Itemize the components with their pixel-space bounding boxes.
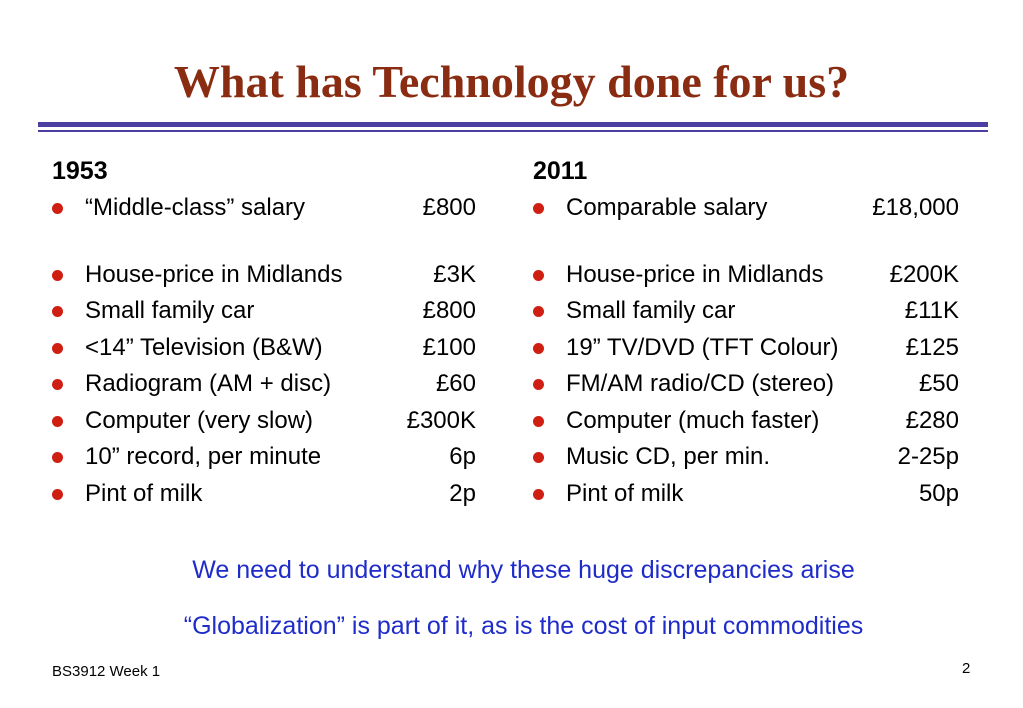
item-label: Pint of milk [566,479,684,507]
title-divider-thick [38,122,988,127]
bullet-icon [52,342,63,354]
bullet-icon [533,269,544,281]
list-item: Computer (much faster) £280 [533,403,959,440]
page-number: 2 [962,660,971,677]
item-label: Computer (much faster) [566,406,820,434]
list-item: Radiogram (AM + disc) £60 [52,366,476,403]
item-value: 2p [449,479,476,507]
bullet-icon [52,269,63,281]
summary-note: We need to understand why these huge dis… [192,556,855,584]
list-item: 19” TV/DVD (TFT Colour) £125 [533,330,959,367]
list-item: Pint of milk 2p [52,476,476,513]
item-label: Comparable salary [566,194,768,221]
bullet-icon [533,379,544,390]
item-value: 6p [449,443,476,470]
item-label: FM/AM radio/CD (stereo) [566,370,835,397]
title-divider-thin [38,130,988,132]
item-value: £280 [905,406,959,434]
list-item: Small family car £11K [533,293,959,330]
bullet-icon [533,415,544,427]
item-value: £125 [905,333,959,361]
list-item: Music CD, per min. 2-25p [533,439,959,476]
summary-note: “Globalization” is part of it, as is the… [183,612,864,640]
list-item: Comparable salary £18,000 [533,190,959,227]
item-value: £60 [435,370,476,397]
column-2011: 2011 Comparable salary £18,000 House-pri… [533,152,959,512]
item-label: 19” TV/DVD (TFT Colour) [566,333,839,361]
item-label: 10” record, per minute [85,443,322,470]
item-value: £11K [904,297,959,324]
item-label: Computer (very slow) [85,406,314,434]
bullet-icon [533,452,544,463]
list-item: House-price in Midlands £3K [52,257,476,294]
list-item: House-price in Midlands £200K [533,257,959,294]
list-item: FM/AM radio/CD (stereo) £50 [533,366,959,403]
bullet-icon [533,203,544,214]
column-1953: 1953 “Middle-class” salary £800 House-pr… [52,152,476,512]
item-label: House-price in Midlands [85,260,343,288]
item-value: £800 [422,297,476,324]
list-item: <14” Television (B&W) £100 [52,330,476,367]
item-label: Music CD, per min. [566,443,771,470]
item-value: £100 [422,333,476,361]
item-label: Small family car [566,297,736,324]
bullet-icon [52,415,63,427]
item-value: £200K [889,260,959,288]
item-label: Pint of milk [85,479,203,507]
item-value: £3K [433,260,476,288]
bullet-icon [52,379,63,390]
item-value: £800 [422,194,476,221]
list-item: 10” record, per minute 6p [52,439,476,476]
slide-title: What has Technology done for us? [173,56,850,107]
bullet-icon [52,203,63,214]
list-item: Small family car £800 [52,293,476,330]
slide-footer: BS3912 Week 1 [52,663,161,680]
item-value: £50 [918,370,959,397]
column-heading-2011: 2011 [533,157,588,185]
bullet-icon [533,342,544,354]
bullet-icon [533,488,544,500]
item-value: £300K [406,406,476,434]
bullet-icon [52,488,63,500]
bullet-icon [52,452,63,463]
item-value: 50p [918,479,959,507]
column-heading-1953: 1953 [52,157,108,185]
item-label: Small family car [85,297,255,324]
list-item: “Middle-class” salary £800 [52,190,476,227]
item-label: House-price in Midlands [566,260,824,288]
bullet-icon [52,306,63,317]
item-value: £18,000 [872,194,959,221]
item-label: <14” Television (B&W) [85,333,323,361]
item-label: Radiogram (AM + disc) [85,370,332,397]
item-label: “Middle-class” salary [85,194,306,221]
list-item: Pint of milk 50p [533,476,959,513]
item-value: 2-25p [897,443,959,470]
list-item: Computer (very slow) £300K [52,403,476,440]
bullet-icon [533,306,544,317]
